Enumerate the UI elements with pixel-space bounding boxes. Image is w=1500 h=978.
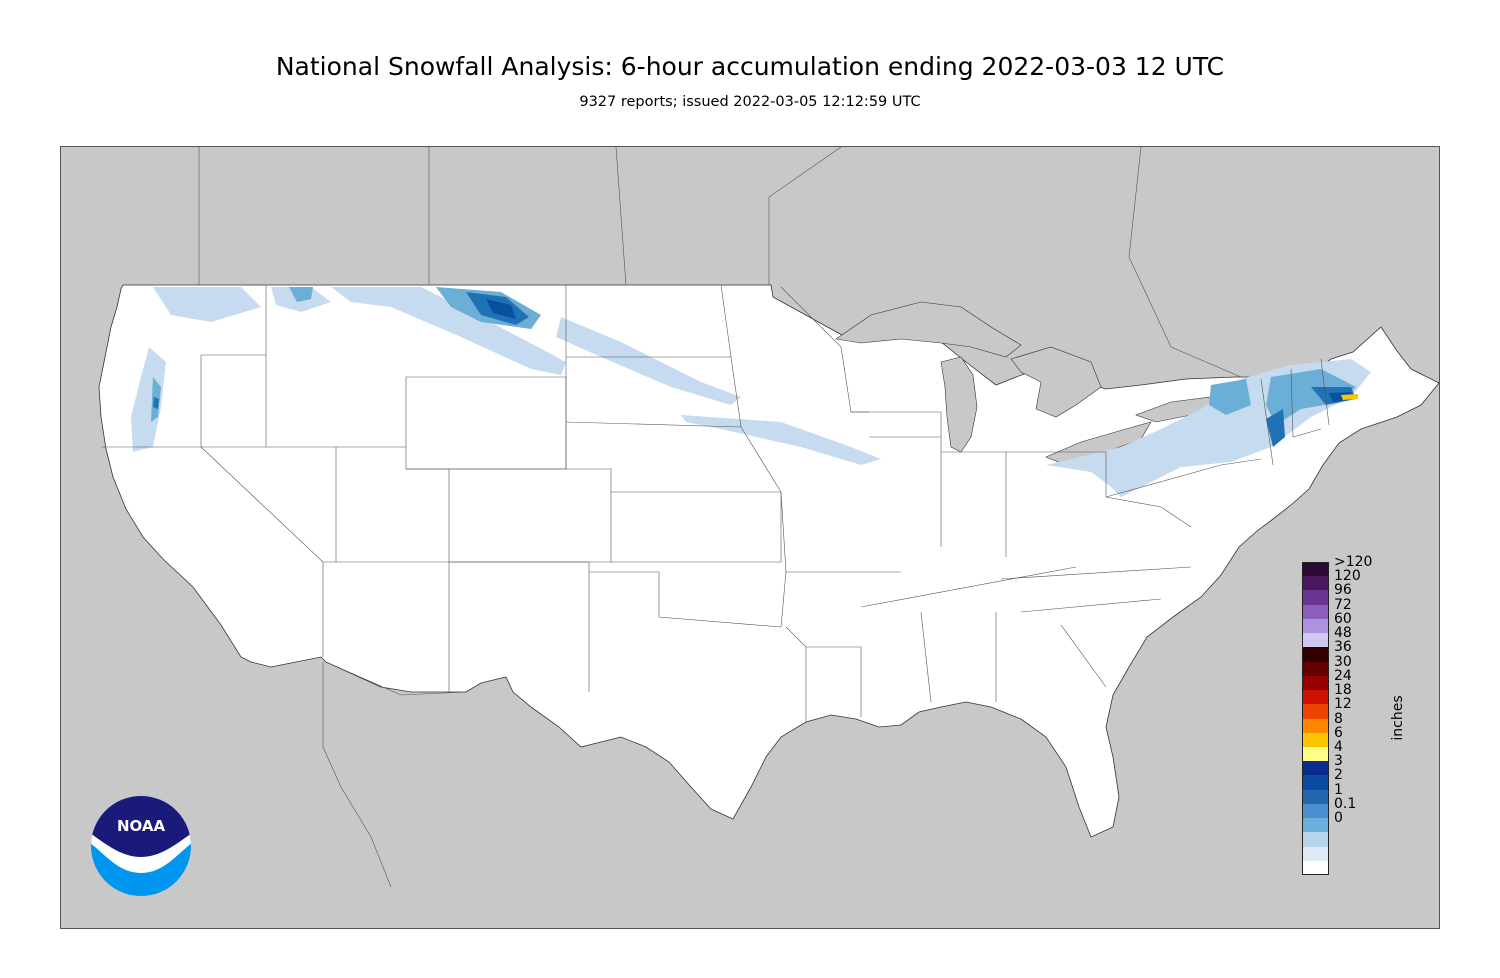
legend-swatch <box>1302 818 1328 833</box>
legend-label: 36 <box>1334 639 1352 656</box>
snowfall-shading <box>131 287 1371 497</box>
legend-swatch <box>1302 789 1328 805</box>
legend-label: 18 <box>1334 682 1352 699</box>
legend-label: 4 <box>1334 738 1343 755</box>
legend-swatch <box>1302 661 1328 677</box>
legend-swatch <box>1302 832 1328 848</box>
lake-huron <box>1010 346 1102 418</box>
legend-swatch <box>1302 746 1328 762</box>
legend-swatch <box>1302 576 1328 591</box>
state-boundaries <box>101 284 1330 722</box>
legend-label: >120 <box>1334 554 1373 570</box>
legend-swatch <box>1302 604 1328 620</box>
legend-swatch <box>1302 860 1328 876</box>
legend-label: 72 <box>1334 596 1352 613</box>
legend-swatch <box>1302 633 1328 648</box>
legend-label: 1 <box>1334 781 1343 798</box>
legend-swatch <box>1302 761 1328 776</box>
map-subtitle: 9327 reports; issued 2022-03-05 12:12:59… <box>579 94 921 110</box>
legend-swatch <box>1302 846 1328 862</box>
noaa-logo: NOAA <box>91 796 191 896</box>
international-borders <box>198 147 1242 888</box>
legend-label: 3 <box>1334 753 1343 770</box>
color-legend: >120 120 96 72 60 48 36 30 24 18 12 8 6 4 3 2 1 0.1 0 <box>1302 554 1402 876</box>
legend-swatch <box>1302 562 1328 577</box>
legend-label: 60 <box>1334 610 1352 627</box>
us-landmass <box>98 284 1439 838</box>
legend-label: 12 <box>1334 696 1352 713</box>
legend-swatch <box>1302 704 1328 719</box>
snowfall-map[interactable] <box>60 146 1440 929</box>
legend-units-label: inches <box>1390 695 1406 741</box>
legend-swatch <box>1302 803 1328 819</box>
legend-label: 6 <box>1334 724 1343 741</box>
legend-label: 0.1 <box>1334 795 1357 812</box>
legend-swatch <box>1302 590 1328 606</box>
legend-swatch <box>1302 618 1328 634</box>
legend-label: 2 <box>1334 767 1343 784</box>
legend-swatch <box>1302 775 1328 791</box>
map-title: National Snowfall Analysis: 6-hour accum… <box>275 52 1225 81</box>
legend-label: 48 <box>1334 625 1352 642</box>
legend-label: 120 <box>1334 568 1361 585</box>
legend-swatch <box>1302 690 1328 705</box>
legend-swatch <box>1302 732 1328 748</box>
map-canvas <box>98 147 1439 888</box>
legend-swatch <box>1302 718 1328 734</box>
legend-label: 8 <box>1334 710 1343 727</box>
legend-label: 0 <box>1334 810 1343 827</box>
legend-label: 96 <box>1334 582 1352 599</box>
noaa-logo-text: NOAA <box>117 817 166 835</box>
legend-label: 30 <box>1334 653 1352 670</box>
legend-swatch <box>1302 647 1328 663</box>
legend-label: 24 <box>1334 667 1352 684</box>
lake-superior <box>835 301 1022 358</box>
lake-michigan <box>940 356 978 453</box>
legend-swatch <box>1302 675 1328 691</box>
